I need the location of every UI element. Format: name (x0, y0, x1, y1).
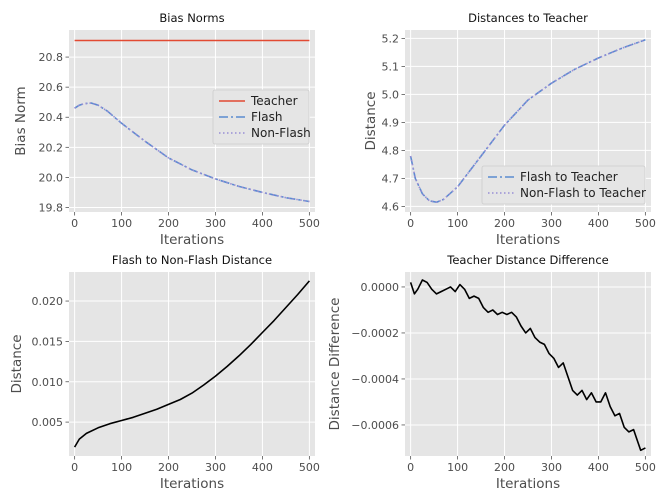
x-tick-label: 0 (71, 461, 78, 474)
bias-norms-chart: 0 100 200 300 400 500 19.8 20.0 20.2 20.4 20.6 20.8… (13, 11, 320, 248)
legend-entry: Non-Flash to Teacher (520, 186, 646, 200)
x-tick-label: 100 (447, 461, 468, 474)
y-axis-label: Distance (363, 91, 379, 150)
series-line-non-flash-to-teacher (409, 39, 646, 203)
y-tick-label: 20.2 (39, 141, 64, 154)
x-tick-label: 0 (71, 217, 78, 230)
y-tick-label: 0.0000 (361, 281, 400, 294)
y-axis-label: Distance (9, 334, 25, 393)
x-tick-label: 500 (635, 217, 656, 230)
y-tick-label: 19.8 (39, 201, 64, 214)
distances-to-teacher-chart: 0 100 200 300 400 500 4.6 4.7 4.8 4.9 5.0 5.1 5.2 Dis… (363, 11, 656, 248)
y-tick-label: 0.015 (32, 335, 64, 348)
x-tick-label: 500 (635, 461, 656, 474)
y-tick-label: 0.020 (32, 295, 64, 308)
legend: Teacher Flash Non-Flash (212, 89, 311, 145)
y-tick-label: 0.010 (32, 376, 64, 389)
y-tick-label: −0.0004 (351, 373, 399, 386)
y-tick-label: 5.1 (382, 60, 400, 73)
chart-title: Teacher Distance Difference (446, 253, 609, 267)
x-axis-label: Iterations (160, 232, 224, 248)
x-tick-label: 300 (541, 217, 562, 230)
x-tick-label: 400 (588, 217, 609, 230)
legend-entry: Non-Flash (251, 126, 311, 140)
x-tick-label: 400 (588, 461, 609, 474)
x-tick-label: 100 (447, 217, 468, 230)
y-tick-label: −0.0006 (351, 419, 399, 432)
x-tick-label: 100 (111, 461, 132, 474)
chart-title: Bias Norms (159, 11, 224, 25)
legend-entry: Flash to Teacher (520, 170, 618, 184)
y-tick-label: 5.2 (382, 32, 400, 45)
x-tick-label: 300 (541, 461, 562, 474)
y-tick-label: 4.7 (382, 172, 400, 185)
legend-box (212, 89, 310, 145)
x-axis-label: Iterations (160, 476, 224, 492)
y-axis-label: Bias Norm (13, 86, 29, 155)
y-tick-label: 4.9 (382, 116, 400, 129)
y-axis-label: Distance Difference (327, 298, 343, 431)
flash-to-nonflash-distance-chart: 0 100 200 300 400 500 0.005 0.010 0.015 0.020 Flas… (9, 253, 320, 492)
x-tick-label: 200 (494, 217, 515, 230)
y-tick-label: 20.0 (39, 171, 64, 184)
y-tick-label: 4.8 (382, 144, 400, 157)
x-tick-label: 200 (494, 461, 515, 474)
x-tick-label: 400 (252, 461, 273, 474)
x-tick-label: 0 (407, 461, 414, 474)
y-tick-label: 20.8 (39, 51, 64, 64)
x-tick-label: 300 (205, 461, 226, 474)
legend-entry: Teacher (250, 94, 298, 108)
chart-title: Distances to Teacher (468, 11, 588, 25)
legend-entry: Flash (251, 110, 282, 124)
x-tick-label: 500 (299, 217, 320, 230)
legend-box (481, 165, 646, 205)
x-tick-label: 0 (407, 217, 414, 230)
y-tick-label: 20.4 (39, 111, 64, 124)
x-tick-label: 500 (299, 461, 320, 474)
x-axis-label: Iterations (496, 232, 560, 248)
y-tick-label: 4.6 (382, 200, 400, 213)
x-tick-label: 400 (252, 217, 273, 230)
teacher-distance-difference-chart: 0 100 200 300 400 500 −0.0006 −0.0004 −0.0002 0.0… (327, 253, 656, 492)
plot-area (69, 272, 315, 456)
x-tick-label: 300 (205, 217, 226, 230)
legend: Flash to Teacher Non-Flash to Teacher (481, 165, 646, 205)
y-tick-label: −0.0002 (351, 327, 399, 340)
x-tick-label: 100 (111, 217, 132, 230)
series-line-non-flash (74, 102, 310, 203)
series-line-main (73, 280, 311, 448)
plot-area (405, 272, 651, 456)
y-tick-label: 20.6 (39, 81, 64, 94)
y-tick-label: 0.005 (32, 416, 64, 429)
chart-title: Flash to Non-Flash Distance (112, 253, 272, 267)
x-tick-label: 200 (158, 461, 179, 474)
y-tick-label: 5.0 (382, 88, 400, 101)
series-line-main (409, 279, 646, 452)
x-tick-label: 200 (158, 217, 179, 230)
x-axis-label: Iterations (496, 476, 560, 492)
